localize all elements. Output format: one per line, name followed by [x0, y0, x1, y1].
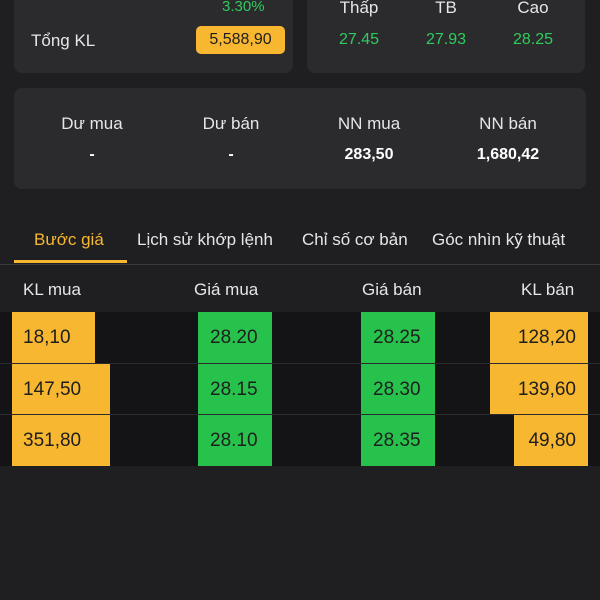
stat-high-label: Cao [517, 0, 549, 17]
stat-foreign-buy: NN mua 283,50 [304, 114, 434, 164]
tab-price-steps[interactable]: Bước giá [34, 230, 104, 249]
active-tab-indicator [14, 260, 127, 263]
ask-price-cell: 28.35 [373, 429, 421, 451]
bid-volume-cell: 147,50 [23, 378, 82, 400]
ask-surplus-value: - [228, 146, 234, 163]
header-ask-volume: KL bán [521, 280, 575, 299]
tabs-divider [0, 264, 600, 265]
order-row[interactable]: 18,10 28.20 28.25 128,20 [0, 312, 600, 363]
ask-volume-cell: 128,20 [517, 326, 576, 348]
stat-high: Cao 28.25 [493, 0, 573, 49]
bid-price-cell: 28.20 [210, 326, 258, 348]
ask-price-cell: 28.25 [373, 326, 421, 348]
ask-price-bar [361, 415, 435, 466]
ask-volume-bar [490, 312, 588, 363]
tab-fundamentals[interactable]: Chỉ số cơ bản [302, 230, 408, 249]
ask-price-bar [361, 364, 435, 415]
order-row[interactable]: 147,50 28.15 28.30 139,60 [0, 363, 600, 415]
foreign-buy-value: 283,50 [344, 146, 394, 163]
ask-price-cell: 28.30 [373, 378, 421, 400]
stat-bid-surplus: Dư mua - [27, 114, 157, 164]
bid-volume-cell: 351,80 [23, 429, 82, 451]
change-percent: 3.30% [222, 0, 265, 15]
bid-volume-cell: 18,10 [23, 326, 71, 348]
stat-low-value: 27.45 [338, 31, 380, 48]
bid-price-cell: 28.15 [210, 378, 258, 400]
ask-volume-cell: 49,80 [528, 429, 576, 451]
bid-price-bar [198, 415, 272, 466]
bid-volume-bar [12, 312, 95, 363]
bid-surplus-value: - [89, 146, 95, 163]
stat-avg: TB 27.93 [406, 0, 486, 49]
bid-volume-bar [12, 364, 110, 415]
ask-surplus-label: Dư bán [202, 114, 260, 133]
ask-price-bar [361, 312, 435, 363]
stat-avg-label: TB [435, 0, 457, 17]
order-book: 18,10 28.20 28.25 128,20 147,50 28.15 28… [0, 312, 600, 466]
header-bid-price: Giá mua [194, 280, 259, 299]
foreign-buy-label: NN mua [337, 114, 401, 133]
stat-avg-value: 27.93 [425, 31, 467, 48]
stat-foreign-sell: NN bán 1,680,42 [443, 114, 573, 164]
foreign-sell-label: NN bán [479, 114, 537, 133]
stat-ask-surplus: Dư bán - [166, 114, 296, 164]
header-bid-volume: KL mua [23, 280, 81, 299]
market-stats-card [14, 88, 586, 189]
ask-volume-cell: 139,60 [517, 378, 576, 400]
ask-volume-bar [490, 364, 588, 415]
bid-price-bar [198, 364, 272, 415]
total-volume-badge: 5,588,90 [196, 26, 285, 54]
bid-price-cell: 28.10 [210, 429, 258, 451]
stat-high-value: 28.25 [512, 31, 554, 48]
bid-surplus-label: Dư mua [61, 114, 123, 133]
stat-low: Thấp 27.45 [319, 0, 399, 49]
order-row[interactable]: 351,80 28.10 28.35 49,80 [0, 414, 600, 466]
foreign-sell-value: 1,680,42 [476, 146, 540, 163]
bid-price-bar [198, 312, 272, 363]
tab-technical-view[interactable]: Góc nhìn kỹ thuật [432, 230, 566, 249]
price-stats-card [307, 0, 585, 73]
tab-match-history[interactable]: Lịch sử khớp lệnh [137, 230, 273, 249]
stat-low-label: Thấp [339, 0, 379, 17]
bid-volume-bar [12, 415, 110, 466]
tab-bar: Bước giá Lịch sử khớp lệnh Chỉ số cơ bản… [0, 216, 600, 264]
header-ask-price: Giá bán [362, 280, 422, 299]
ask-volume-bar [514, 415, 588, 466]
total-volume-label: Tổng KL [31, 31, 96, 50]
empty-area [0, 466, 600, 600]
